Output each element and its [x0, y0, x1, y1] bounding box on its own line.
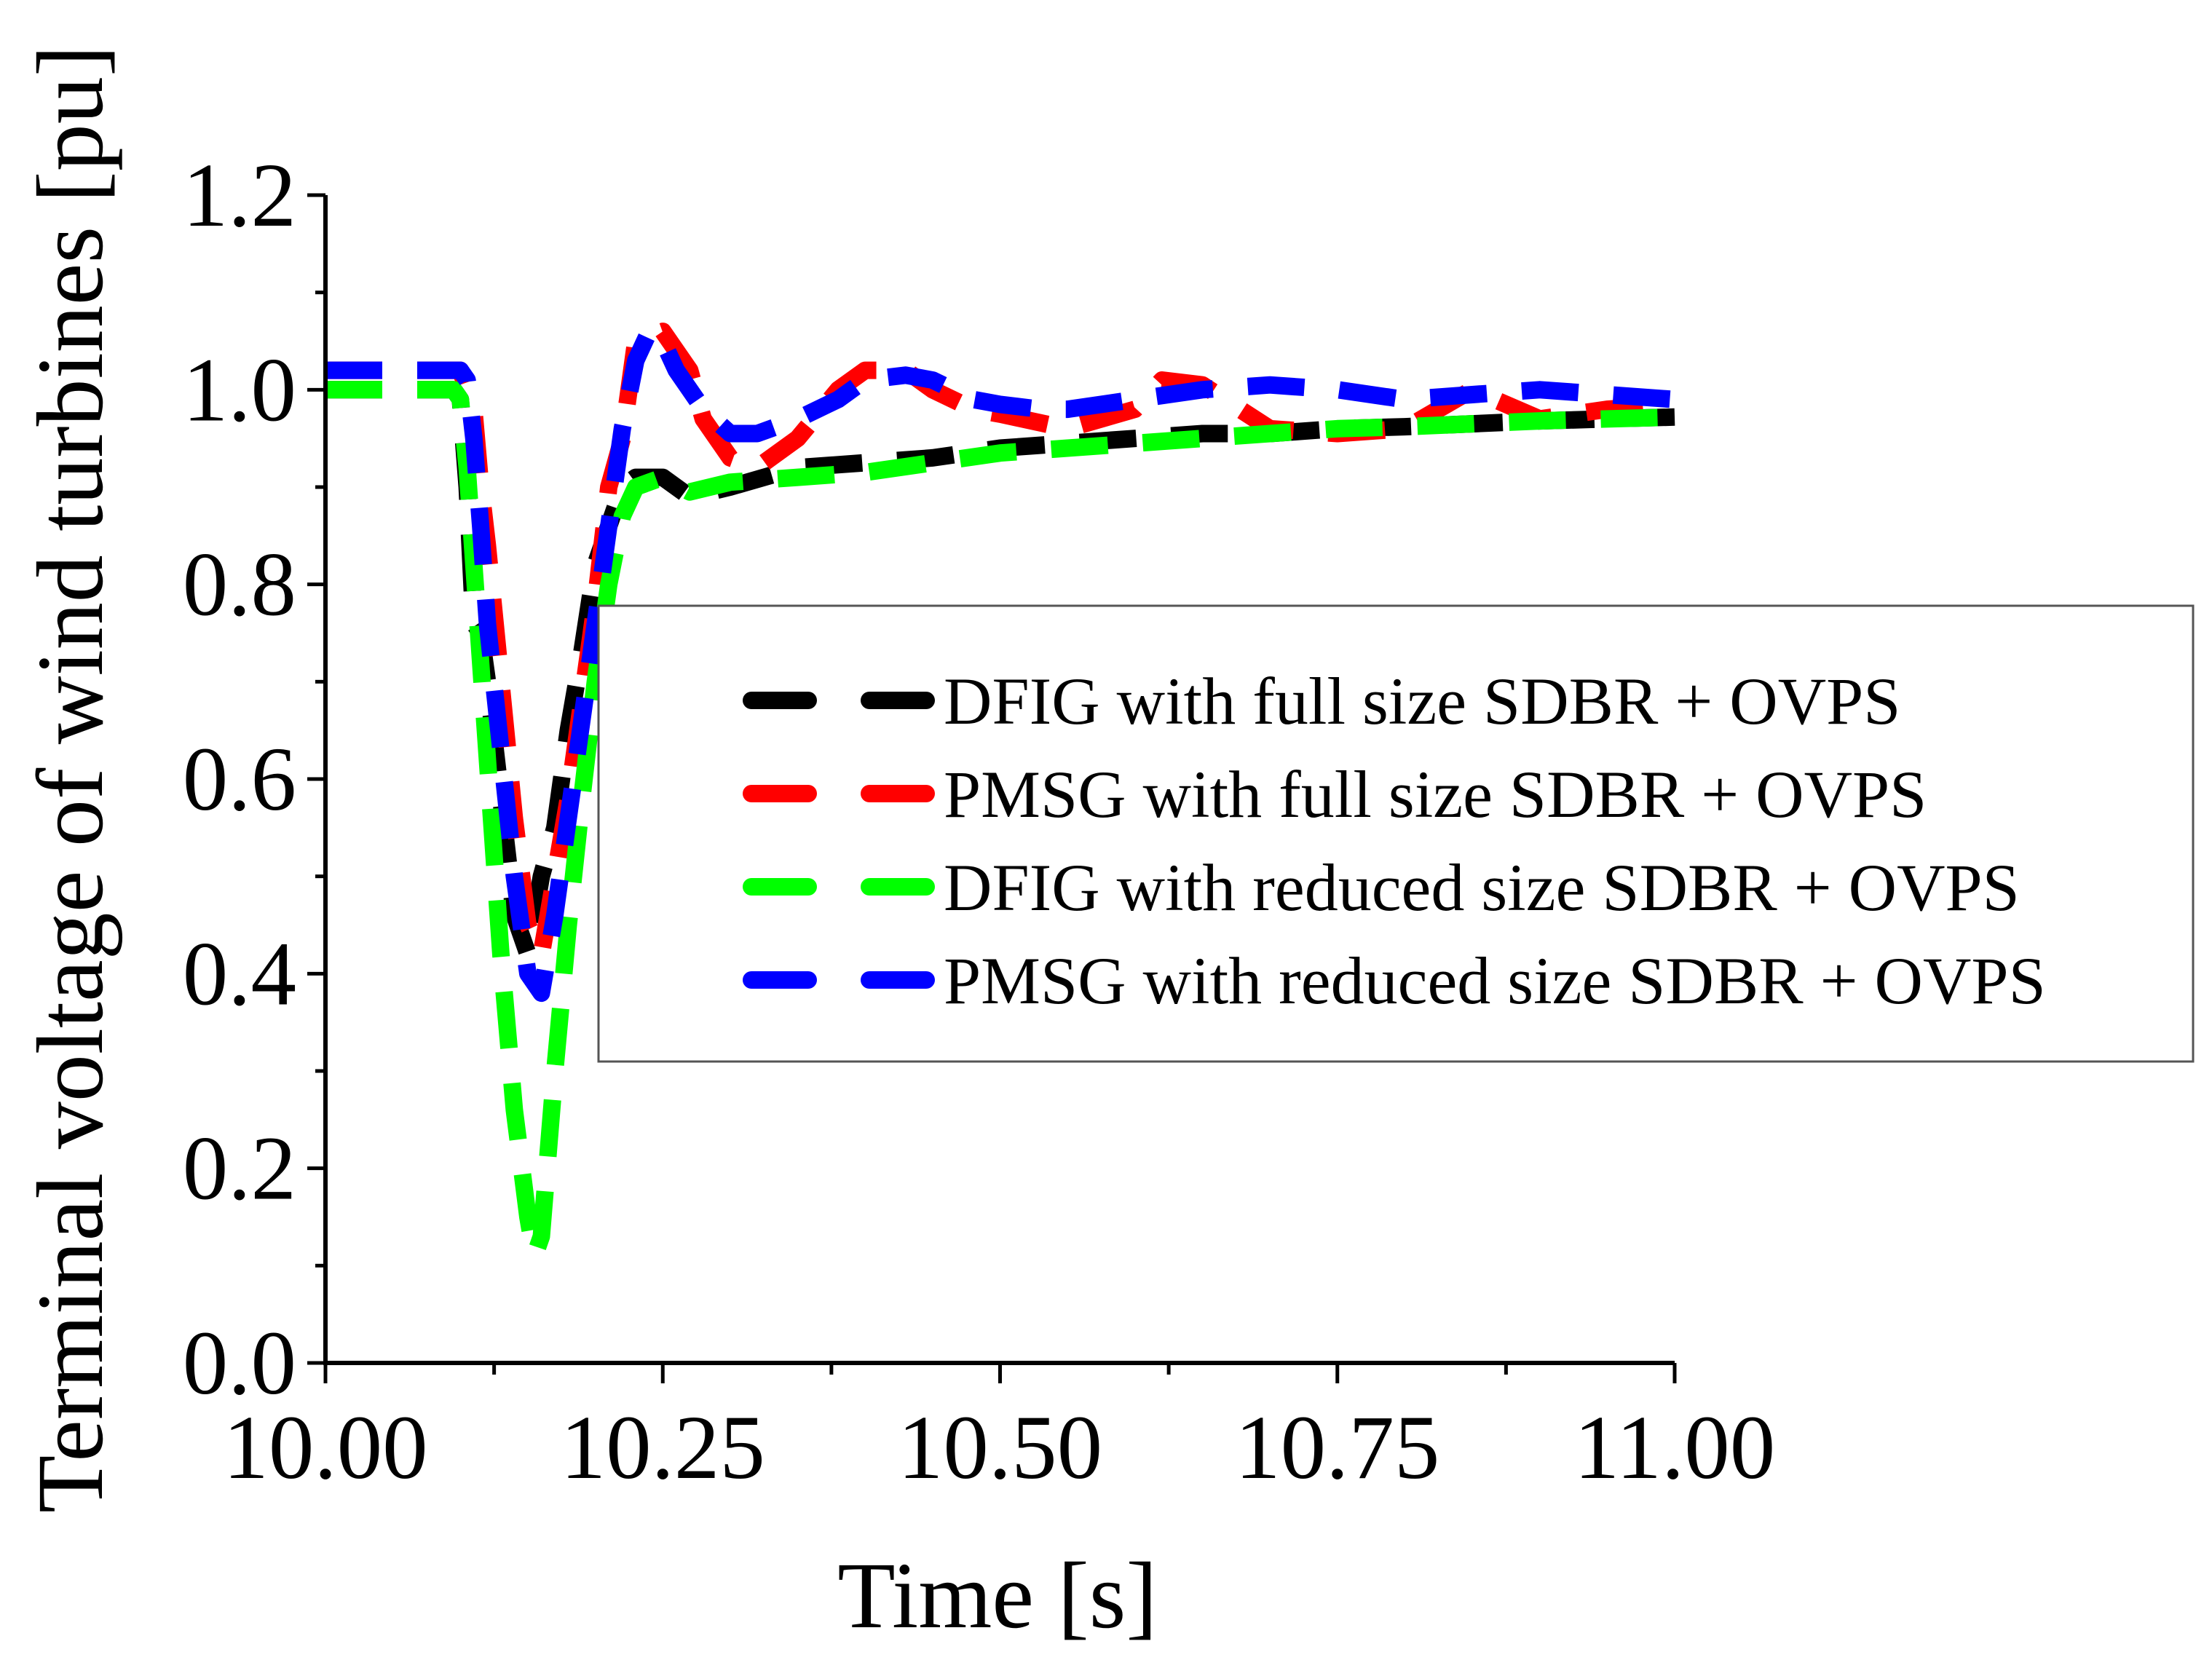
y-tick-label: 0.8	[183, 535, 296, 636]
legend-label-3: DFIG with reduced size SDBR + OVPS	[944, 850, 2020, 925]
legend-label-2: PMSG with full size SDBR + OVPS	[944, 757, 1927, 831]
y-tick-label: 0.2	[183, 1119, 296, 1220]
y-tick-label: 1.0	[183, 340, 296, 440]
legend-label-1: DFIG with full size SDBR + OVPS	[944, 664, 1900, 738]
legend-label-4: PMSG with reduced size SDBR + OVPS	[944, 944, 2046, 1018]
y-tick-label: 0.0	[183, 1313, 296, 1414]
x-tick-label: 10.50	[898, 1398, 1102, 1498]
y-tick-label: 1.2	[183, 146, 296, 246]
y-tick-label: 0.6	[183, 730, 296, 830]
legend-items: DFIG with full size SDBR + OVPS PMSG with…	[743, 664, 2046, 1018]
x-tick-label: 10.00	[223, 1398, 427, 1498]
x-tick-label: 10.75	[1235, 1398, 1439, 1498]
series-layer	[325, 323, 1675, 1265]
x-tick-label: 11.00	[1574, 1398, 1776, 1498]
series-line-4	[325, 323, 1675, 1003]
y-axis-title: Terminal voltage of wind turbines [pu]	[18, 45, 123, 1513]
ticks: 0.0 0.2 0.4 0.6 0.8 1.0 1.2 10.00 10.25 10.50 10.7…	[183, 146, 1776, 1498]
x-axis-title: Time [s]	[837, 1544, 1157, 1648]
y-tick-label: 0.4	[183, 924, 296, 1024]
x-tick-label: 10.25	[561, 1398, 765, 1498]
legend: DFIG with full size SDBR + OVPS PMSG with…	[597, 604, 2195, 1063]
series-line-3	[325, 381, 1675, 1265]
